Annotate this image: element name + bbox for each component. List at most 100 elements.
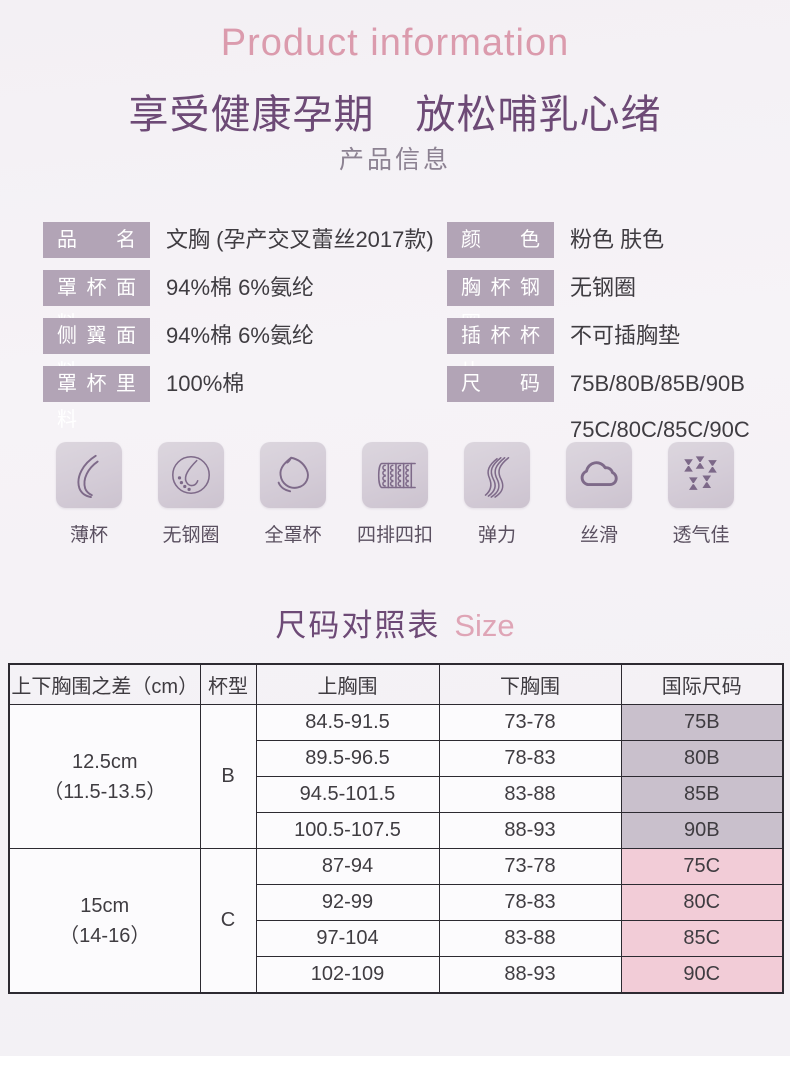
attribute-row-color: 颜色 粉色 肤色 [447, 222, 782, 258]
cell-intl-size: 80C [620, 884, 784, 921]
cell-upper-bust: 92-99 [255, 884, 440, 921]
cell-under-bust: 78-83 [438, 740, 622, 777]
page-subtitle: 产品信息 [338, 146, 451, 174]
feature-thin-cup: 薄杯 [56, 442, 122, 547]
cell-upper-bust: 102-109 [255, 956, 440, 994]
cell-under-bust: 83-88 [438, 920, 622, 957]
attribute-row-cup-fabric: 罩杯面料 94%棉 6%氨纶 [43, 270, 447, 335]
table-row: 89.5-96.5 78-83 80B [9, 740, 784, 777]
cell-under-bust: 78-83 [438, 884, 622, 921]
cell-under-bust: 88-93 [438, 956, 622, 994]
cell-intl-size: 90B [620, 812, 784, 849]
cell-intl-size: 75C [620, 848, 784, 885]
page-title-en: Product information [220, 22, 570, 64]
table-row: 15cm （14-16） C 87-94 73-78 75C [8, 848, 784, 994]
diff-value: 15cm [80, 894, 130, 917]
page-headline: 享受健康孕期 放松哺乳心绪 [128, 93, 662, 137]
header-upper-bust: 上胸围 [255, 663, 440, 705]
table-row: 100.5-107.5 88-93 90B [9, 812, 784, 849]
diff-range: （14-16） [59, 924, 151, 947]
attribute-label: 罩杯面料 [43, 270, 150, 335]
attributes-left-column: 品名 文胸 (孕产交叉蕾丝2017款) 罩杯面料 94%棉 6%氨纶 侧翼面料 … [43, 222, 447, 460]
attribute-label: 罩杯里料 [43, 366, 150, 431]
table-row: 102-109 88-93 90C [9, 956, 784, 994]
feature-icons-row: 薄杯 无钢圈 全罩杯 [0, 442, 790, 547]
feature-no-underwire: 无钢圈 [158, 442, 224, 547]
table-row: 92-99 78-83 80C [9, 884, 784, 921]
header-cup-type: 杯型 [199, 663, 257, 705]
attribute-label: 侧翼面料 [43, 318, 150, 383]
feature-label: 薄杯 [69, 525, 108, 546]
cell-upper-bust: 84.5-91.5 [255, 704, 440, 741]
attribute-value: 不可插胸垫 [570, 323, 681, 348]
attribute-label: 胸杯钢圈 [447, 270, 554, 335]
attribute-value: 文胸 (孕产交叉蕾丝2017款) [166, 227, 434, 252]
diff-value: 12.5cm [71, 750, 138, 773]
thin-cup-icon [56, 442, 122, 508]
attribute-value: 75B/80B/85B/90B 75C/80C/85C/90C [570, 366, 750, 448]
cell-upper-bust: 97-104 [255, 920, 440, 957]
feature-elastic: 弹力 [464, 442, 530, 547]
cell-upper-bust: 89.5-96.5 [255, 740, 440, 777]
size-title-cn: 尺码对照表 [275, 608, 441, 643]
cell-under-bust: 83-88 [438, 776, 622, 813]
cell-upper-bust: 100.5-107.5 [255, 812, 440, 849]
size-line-b: 75B/80B/85B/90B [570, 371, 745, 396]
cell-intl-size: 80B [620, 740, 784, 777]
size-line-c: 75C/80C/85C/90C [570, 417, 750, 442]
size-chart-table: 上下胸围之差（cm） 杯型 上胸围 下胸围 国际尺码 12.5cm （11.5-… [8, 663, 784, 994]
breathable-icon [668, 442, 734, 508]
table-row: 94.5-101.5 83-88 85B [9, 776, 784, 813]
header-intl-size: 国际尺码 [620, 663, 784, 705]
table-row: 97-104 83-88 85C [9, 920, 784, 957]
attributes-section: 品名 文胸 (孕产交叉蕾丝2017款) 罩杯面料 94%棉 6%氨纶 侧翼面料 … [43, 222, 782, 460]
attribute-value: 94%棉 6%氨纶 [166, 323, 314, 348]
attribute-value: 粉色 肤色 [570, 227, 665, 252]
feature-label: 透气佳 [672, 525, 730, 546]
attribute-label: 颜色 [447, 222, 554, 258]
cell-cup-c: C [199, 848, 257, 994]
attribute-row-underwire: 胸杯钢圈 无钢圈 [447, 270, 782, 335]
feature-label: 弹力 [477, 525, 516, 546]
size-section-title: 尺码对照表 Size [0, 600, 790, 645]
table-row: 12.5cm （11.5-13.5） B 84.5-91.5 73-78 75B [8, 704, 784, 849]
feature-label: 全罩杯 [264, 525, 322, 546]
silky-icon [566, 442, 632, 508]
no-underwire-icon [158, 442, 224, 508]
cell-bust-diff-c: 15cm （14-16） [8, 848, 201, 994]
attribute-row-sizes: 尺码 75B/80B/85B/90B 75C/80C/85C/90C [447, 366, 782, 448]
feature-full-cup: 全罩杯 [260, 442, 326, 547]
feature-breathable: 透气佳 [668, 442, 734, 547]
cell-intl-size: 90C [620, 956, 784, 994]
attribute-label: 尺码 [447, 366, 554, 402]
header-bust-diff: 上下胸围之差（cm） [8, 663, 201, 705]
size-title-en: Size [454, 608, 515, 643]
cell-under-bust: 73-78 [438, 704, 622, 741]
elastic-icon [464, 442, 530, 508]
feature-silky: 丝滑 [566, 442, 632, 547]
cell-intl-size: 85C [620, 920, 784, 957]
full-cup-icon [260, 442, 326, 508]
cell-cup-b: B [199, 704, 257, 849]
cell-upper-bust: 94.5-101.5 [255, 776, 440, 813]
attribute-label: 品名 [43, 222, 150, 258]
four-row-hooks-icon [362, 442, 428, 508]
diff-range: （11.5-13.5） [43, 780, 167, 803]
cell-under-bust: 88-93 [438, 812, 622, 849]
attribute-value: 无钢圈 [570, 275, 637, 300]
attribute-row-pad-insert: 插杯杯片 不可插胸垫 [447, 318, 782, 383]
cell-bust-diff-b: 12.5cm （11.5-13.5） [8, 704, 201, 849]
attribute-label: 插杯杯片 [447, 318, 554, 383]
feature-four-row-hooks: 四排四扣 [357, 442, 433, 547]
feature-label: 四排四扣 [357, 525, 434, 546]
attribute-row-product-name: 品名 文胸 (孕产交叉蕾丝2017款) [43, 222, 447, 258]
cell-intl-size: 85B [620, 776, 784, 813]
feature-label: 丝滑 [579, 525, 618, 546]
feature-label: 无钢圈 [162, 525, 220, 546]
attribute-value: 100%棉 [166, 371, 245, 396]
cell-upper-bust: 87-94 [255, 848, 440, 885]
attributes-right-column: 颜色 粉色 肤色 胸杯钢圈 无钢圈 插杯杯片 不可插胸垫 尺码 75B/80B/… [447, 222, 782, 460]
attribute-row-wing-fabric: 侧翼面料 94%棉 6%氨纶 [43, 318, 447, 383]
attribute-value: 94%棉 6%氨纶 [166, 275, 314, 300]
